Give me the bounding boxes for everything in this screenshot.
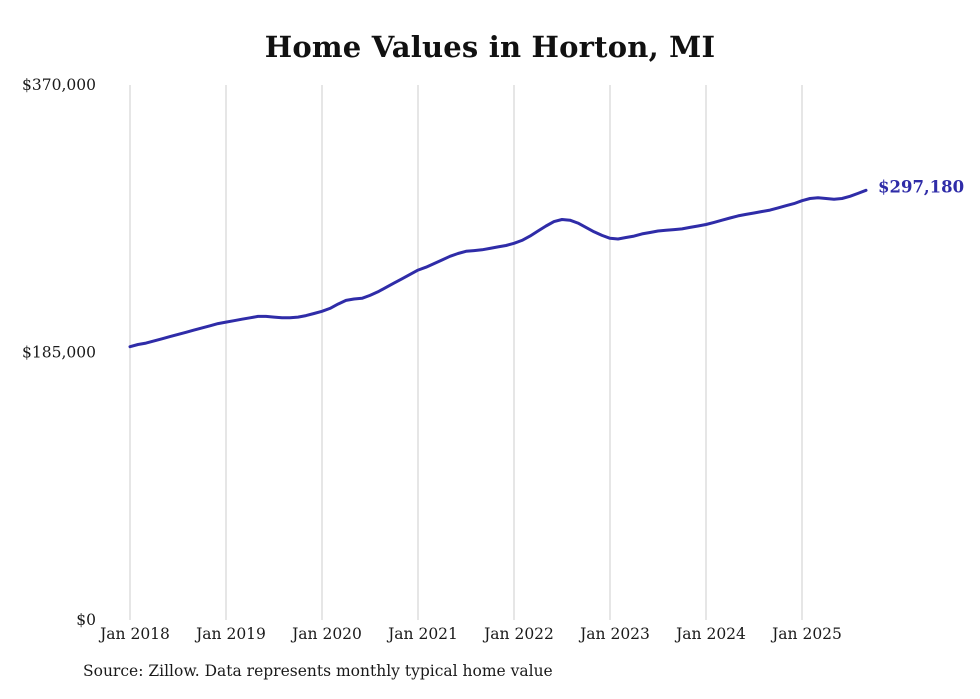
x-tick-label: Jan 2019 (194, 625, 266, 643)
x-tick-label: Jan 2024 (674, 625, 746, 643)
x-tick-label: Jan 2023 (578, 625, 650, 643)
y-tick-label: $0 (76, 611, 96, 629)
x-tick-label: Jan 2022 (482, 625, 554, 643)
home-value-series-line (128, 188, 868, 349)
x-tick-label: Jan 2020 (290, 625, 362, 643)
x-tick-label: Jan 2025 (770, 625, 842, 643)
y-tick-label: $185,000 (22, 344, 96, 362)
y-tick-label: $370,000 (22, 76, 96, 94)
last-value-label: $297,180 (878, 177, 964, 196)
x-tick-label: Jan 2021 (386, 625, 458, 643)
source-note: Source: Zillow. Data represents monthly … (83, 662, 553, 680)
chart-title: Home Values in Horton, MI (264, 30, 716, 64)
x-tick-label: Jan 2018 (98, 625, 170, 643)
